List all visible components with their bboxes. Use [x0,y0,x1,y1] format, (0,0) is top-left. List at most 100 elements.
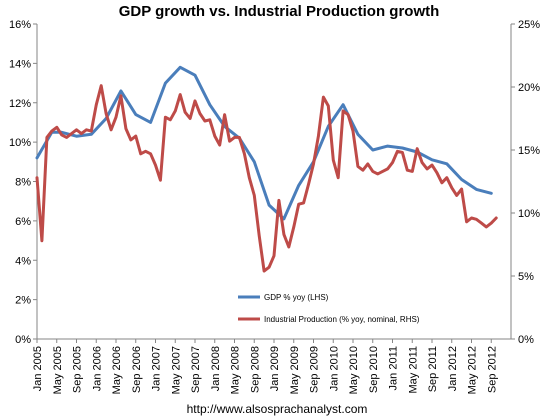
data-point-industrial-production [169,118,172,122]
data-point-industrial-production [129,138,132,142]
data-point-industrial-production [174,109,177,113]
data-point-industrial-production [465,220,468,223]
data-point-industrial-production [70,132,73,135]
data-point-gdp [208,103,211,106]
series-line-gdp [35,65,493,221]
data-point-industrial-production [203,119,207,123]
x-axis-tick-label: Jan 2006 [91,346,103,391]
data-point-industrial-production [55,126,58,129]
chart-title: GDP growth vs. Industrial Production gro… [119,3,440,20]
data-point-industrial-production [144,150,147,153]
data-point-gdp [297,184,300,187]
x-axis-tick-label: May 2006 [111,346,123,394]
data-point-industrial-production [95,103,98,106]
x-axis-tick-label: Jan 2008 [210,346,222,391]
data-point-gdp [253,160,256,163]
data-point-gdp [179,66,182,69]
data-point-gdp [490,192,493,195]
data-point-industrial-production [346,113,350,116]
data-point-industrial-production [430,163,434,167]
data-point-gdp [282,217,286,221]
data-point-industrial-production [470,216,473,220]
data-point-industrial-production [75,128,78,131]
data-point-industrial-production [90,129,93,133]
x-axis-tick-label: May 2008 [230,346,242,394]
x-axis-tick-label: Sep 2008 [249,346,261,393]
data-point-industrial-production [139,152,142,155]
data-point-industrial-production [223,113,226,116]
x-axis-tick-label: Jan 2012 [447,346,459,391]
left-axis-tick-label: 4% [15,255,31,267]
data-point-industrial-production [460,187,463,191]
data-point-industrial-production [396,150,399,153]
data-point-industrial-production [411,170,414,173]
data-point-industrial-production [272,254,276,257]
right-axis-tick-label: 15% [518,145,540,157]
data-point-industrial-production [277,199,281,202]
x-axis-tick-label: May 2011 [407,346,419,394]
right-axis-tick-label: 10% [518,208,540,220]
x-axis-tick-label: May 2009 [289,346,301,394]
x-axis-tick-label: Sep 2007 [190,346,202,393]
right-axis-tick-label: 20% [518,82,540,94]
data-point-industrial-production [193,99,197,103]
data-point-industrial-production [119,94,123,98]
data-point-industrial-production [485,225,488,229]
x-axis-tick-label: Jan 2010 [328,346,340,391]
data-point-industrial-production [188,117,192,120]
data-point-industrial-production [361,169,365,172]
data-point-industrial-production [307,182,310,186]
data-point-industrial-production [267,266,271,269]
data-point-industrial-production [114,116,118,119]
data-point-industrial-production [85,128,88,131]
data-point-gdp [134,113,137,116]
data-point-industrial-production [243,152,246,155]
data-point-industrial-production [228,140,231,143]
data-point-industrial-production [159,179,162,182]
data-point-industrial-production [134,134,137,138]
data-point-gdp [119,89,123,93]
data-point-industrial-production [287,245,290,249]
left-axis-tick-label: 0% [15,334,31,346]
data-point-industrial-production [480,221,483,225]
data-point-industrial-production [80,132,83,135]
data-point-industrial-production [327,104,330,108]
data-point-industrial-production [450,186,453,189]
data-point-industrial-production [218,143,221,147]
data-point-industrial-production [262,269,266,273]
data-point-gdp [371,148,374,152]
data-point-industrial-production [475,218,478,221]
data-point-gdp [75,135,78,138]
series-layer [35,65,498,273]
data-point-industrial-production [238,136,241,139]
data-point-industrial-production [351,129,355,133]
data-point-industrial-production [381,170,384,173]
data-point-industrial-production [297,203,300,206]
data-point-industrial-production [179,93,182,96]
data-point-industrial-production [253,194,256,197]
data-point-industrial-production [425,167,429,171]
data-point-industrial-production [183,111,187,114]
data-point-industrial-production [366,162,369,166]
x-axis-tick-label: May 2005 [52,346,64,394]
left-axis-tick-label: 14% [9,58,31,70]
x-axis-tick-label: May 2012 [467,346,479,394]
left-axis-tick-label: 6% [15,216,31,228]
data-point-industrial-production [60,133,63,137]
data-point-gdp [164,81,167,85]
data-point-industrial-production [445,176,448,179]
legend-label-industrial-production: Industrial Production (% yoy, nominal, R… [264,315,420,324]
series-line-industrial-production [35,84,498,273]
x-axis-tick-label: Jan 2009 [269,346,281,391]
x-axis-tick-label: May 2007 [170,346,182,394]
x-axis-tick-label: Jan 2011 [388,346,400,390]
data-point-industrial-production [45,136,49,139]
data-point-gdp [35,156,39,160]
data-point-industrial-production [50,129,53,133]
data-point-gdp [149,121,152,124]
data-point-gdp [401,146,404,150]
data-point-industrial-production [386,167,389,171]
x-axis-tick-label: Sep 2012 [486,346,498,393]
data-point-gdp [475,188,478,191]
x-axis-tick-label: Sep 2006 [131,346,143,393]
